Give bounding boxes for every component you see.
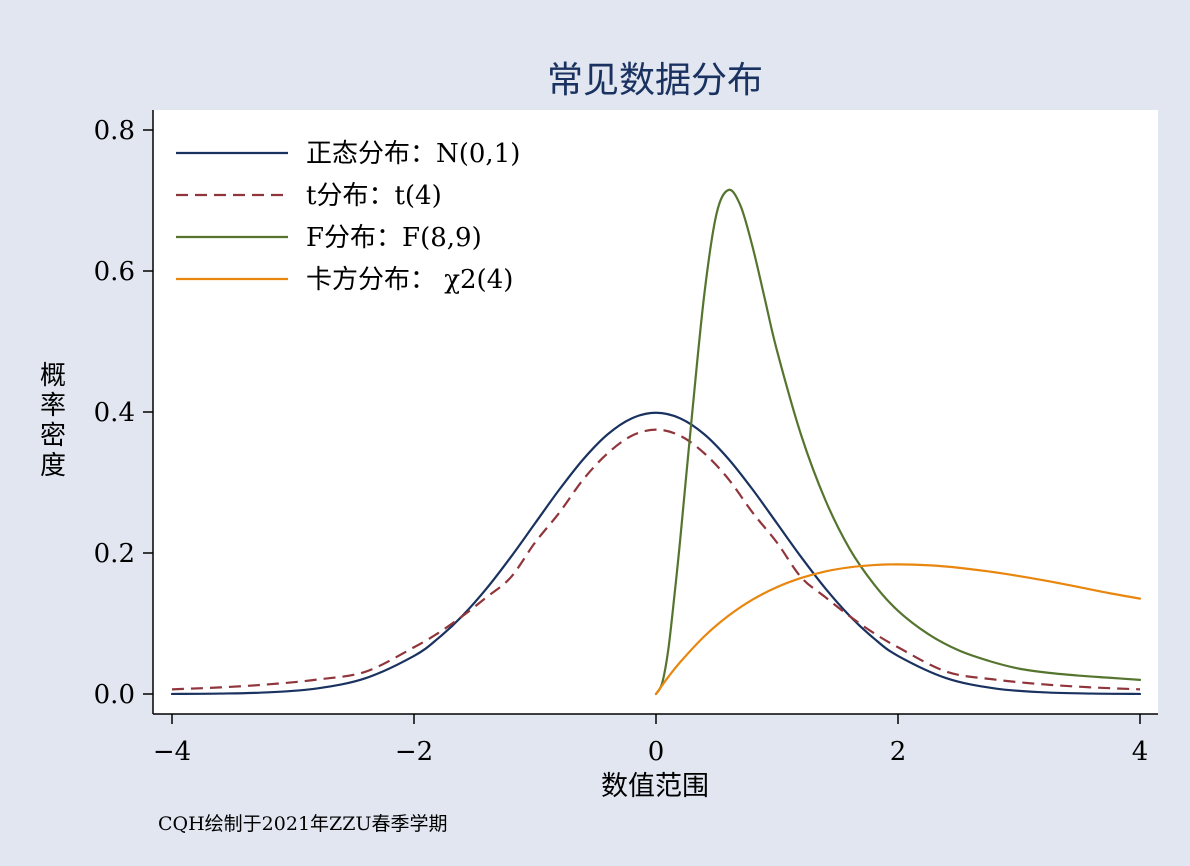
- y-ticks: 0.0 0.2 0.4 0.6 0.8: [94, 116, 153, 710]
- y-tick-label: 0.4: [94, 398, 135, 428]
- y-axis-label-char: 率: [40, 391, 66, 421]
- x-ticks: −4 −2 0 2 4: [153, 714, 1148, 767]
- x-axis: −4 −2 0 2 4: [153, 713, 1158, 767]
- series-line-2: [171, 428, 1141, 691]
- x-tick-label: 4: [1132, 737, 1149, 767]
- y-tick-label: 0.8: [94, 116, 135, 146]
- chart-title: 常见数据分布: [547, 60, 763, 101]
- y-tick-label: 0.0: [94, 680, 135, 710]
- y-axis-label-char: 概: [40, 361, 66, 391]
- x-tick-label: −2: [395, 737, 433, 767]
- y-axis-label-char: 密: [40, 421, 66, 451]
- y-axis-label-char: 度: [40, 451, 66, 481]
- legend-label-3: F分布：F(8,9): [306, 223, 482, 253]
- legend-label-2: t分布：t(4): [306, 181, 442, 211]
- x-tick-label: 0: [648, 737, 665, 767]
- x-tick-label: −4: [153, 737, 191, 767]
- y-tick-label: 0.6: [94, 257, 135, 287]
- legend-label-1: 正态分布：N(0,1): [306, 139, 520, 169]
- series-layer: [170, 188, 1142, 696]
- legend: 正态分布：N(0,1) t分布：t(4) F分布：F(8,9) 卡方分布： χ2(4): [176, 139, 520, 295]
- y-axis: 0.0 0.2 0.4 0.6 0.8: [94, 110, 154, 714]
- series-line-4: [654, 563, 1142, 696]
- y-tick-label: 0.2: [94, 539, 135, 569]
- series-line-1: [170, 411, 1142, 696]
- x-axis-label: 数值范围: [601, 771, 709, 802]
- series-line-3: [654, 188, 1142, 696]
- footnote: CQH绘制于2021年ZZU春季学期: [158, 813, 447, 835]
- x-tick-label: 2: [890, 737, 907, 767]
- legend-label-4: 卡方分布： χ2(4): [306, 265, 513, 295]
